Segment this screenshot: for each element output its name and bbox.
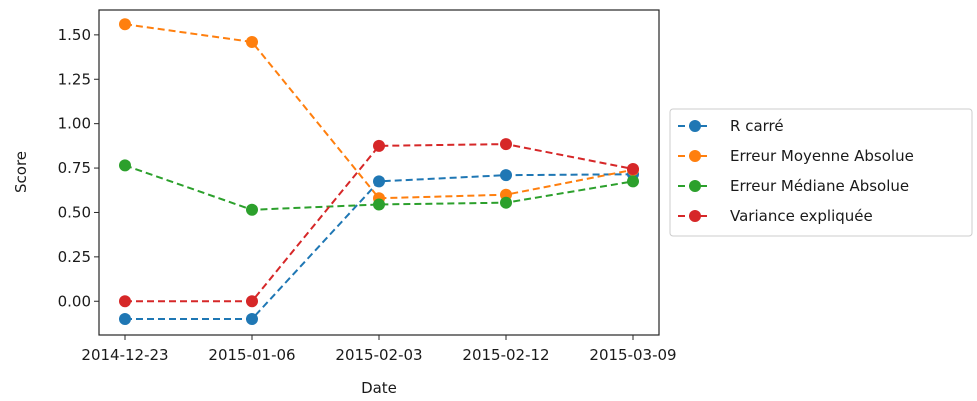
data-point xyxy=(500,196,512,209)
x-tick-label: 2014-12-23 xyxy=(81,346,168,364)
data-point xyxy=(246,35,258,48)
x-tick-label: 2015-01-06 xyxy=(208,346,295,364)
y-tick-label: 1.25 xyxy=(58,70,91,88)
y-axis: 0.00 0.25 0.50 0.75 1.00 1.25 1.50 xyxy=(58,26,99,310)
series-2 xyxy=(119,159,639,216)
data-point xyxy=(373,175,385,188)
y-tick-label: 1.00 xyxy=(58,115,91,133)
series-line xyxy=(124,23,634,200)
x-tick-label: 2015-02-03 xyxy=(335,346,422,364)
legend-label: Erreur Médiane Absolue xyxy=(730,177,909,195)
data-point xyxy=(246,203,258,216)
legend-marker xyxy=(689,180,701,192)
x-tick-label: 2015-03-09 xyxy=(589,346,676,364)
data-point xyxy=(373,139,385,152)
data-point xyxy=(246,313,258,326)
data-point xyxy=(627,162,639,175)
x-axis-label: Date xyxy=(361,379,397,397)
data-point xyxy=(500,138,512,151)
series-layer xyxy=(119,18,639,326)
data-point xyxy=(119,295,131,308)
y-tick-label: 0.75 xyxy=(58,159,91,177)
legend-item: Erreur Moyenne Absolue xyxy=(678,147,914,165)
legend-label: Variance expliquée xyxy=(730,207,873,225)
x-tick-label: 2015-02-12 xyxy=(462,346,549,364)
series-line xyxy=(125,143,634,303)
series-3 xyxy=(119,138,639,308)
data-point xyxy=(119,18,131,31)
legend-items: R carré Erreur Moyenne Absolue Erreur Médi… xyxy=(678,117,914,225)
y-tick-label: 0.50 xyxy=(58,203,91,221)
data-point xyxy=(119,159,131,172)
y-tick-label: 1.50 xyxy=(58,26,91,44)
legend: R carré Erreur Moyenne Absolue Erreur Médi… xyxy=(669,108,973,237)
legend-marker xyxy=(689,150,701,162)
legend-label: Erreur Moyenne Absolue xyxy=(730,147,914,165)
y-tick-label: 0.25 xyxy=(58,248,91,266)
legend-marker xyxy=(689,210,701,222)
series-line xyxy=(124,164,634,211)
legend-marker xyxy=(689,120,701,132)
x-axis: 2014-12-23 2015-01-06 2015-02-03 2015-02-12… xyxy=(81,335,677,364)
legend-box xyxy=(669,108,973,237)
y-axis-label: Score xyxy=(12,151,30,193)
legend-label: R carré xyxy=(730,117,784,135)
legend-item: Erreur Médiane Absolue xyxy=(678,177,909,195)
data-point xyxy=(373,198,385,211)
data-point xyxy=(627,175,639,188)
data-point xyxy=(500,169,512,182)
legend-item: R carré xyxy=(678,117,784,135)
data-point xyxy=(246,295,258,308)
data-point xyxy=(119,313,131,326)
y-tick-label: 0.00 xyxy=(58,292,91,310)
legend-item: Variance expliquée xyxy=(678,207,873,225)
